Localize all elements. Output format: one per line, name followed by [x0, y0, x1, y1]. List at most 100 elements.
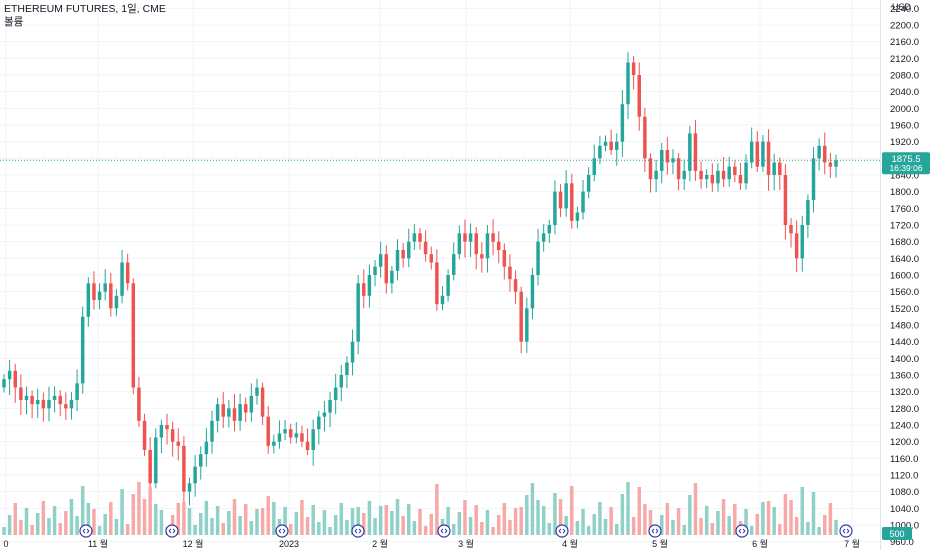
- candle-body: [30, 395, 34, 405]
- volume-bar: [322, 510, 327, 535]
- volume-bar: [30, 525, 34, 535]
- candle-body: [41, 400, 46, 409]
- candle-body: [103, 283, 107, 292]
- volume-bar: [407, 504, 411, 535]
- x-tick-label: 2023: [279, 539, 299, 549]
- volume-bar: [80, 486, 85, 535]
- candle-body: [778, 162, 782, 175]
- candle-body: [221, 404, 225, 417]
- volume-bar: [435, 484, 439, 535]
- event-marker-icon[interactable]: [79, 524, 93, 538]
- y-tick-label: 1400.0: [890, 354, 919, 365]
- volume-bar: [24, 508, 29, 535]
- candle-body: [131, 283, 136, 388]
- volume-bar: [564, 516, 568, 535]
- candle-body: [620, 104, 625, 142]
- volume-bar: [778, 524, 782, 535]
- candle-body: [47, 400, 51, 409]
- volume-bar: [789, 500, 793, 535]
- candle-body: [294, 433, 299, 438]
- volume-bar: [508, 520, 512, 535]
- candle-body: [676, 158, 681, 180]
- candle-body: [716, 170, 720, 184]
- volume-bar: [710, 523, 715, 535]
- y-tick-label: 1920.0: [890, 137, 919, 148]
- y-tick-label: 1680.0: [890, 237, 919, 248]
- volume-bar: [704, 506, 709, 535]
- volume-bar: [480, 522, 484, 535]
- y-tick-label: 1160.0: [890, 454, 918, 465]
- candle-body: [637, 75, 641, 117]
- candle-body: [401, 250, 405, 259]
- candle-body: [238, 404, 242, 421]
- candle-body: [592, 158, 597, 175]
- candle-body: [513, 279, 518, 292]
- volume-bar: [193, 525, 197, 535]
- event-marker-icon[interactable]: [735, 524, 749, 538]
- x-tick-label: 4 월: [562, 538, 578, 549]
- y-tick-label: 1600.0: [890, 271, 919, 282]
- candle-body: [772, 162, 776, 175]
- volume-bar: [52, 506, 57, 535]
- candle-body: [109, 283, 113, 309]
- x-tick-label: 7 월: [844, 538, 860, 549]
- volume-bar: [491, 527, 495, 535]
- event-marker-icon[interactable]: [437, 524, 451, 538]
- event-marker-icon[interactable]: [648, 524, 662, 538]
- volume-bar: [620, 494, 625, 535]
- candle-body: [749, 141, 754, 163]
- candle-body: [755, 141, 760, 167]
- candle-body: [429, 254, 433, 263]
- volume-bar: [283, 507, 287, 535]
- event-glyph-icon: [558, 528, 566, 534]
- volume-indicator-label: 볼륨: [4, 16, 24, 28]
- event-marker-icon[interactable]: [351, 524, 365, 538]
- volume-bar: [356, 507, 360, 535]
- volume-bar: [598, 502, 602, 535]
- candle-body: [13, 370, 17, 388]
- candle-body: [339, 375, 344, 388]
- volume-bar: [272, 502, 276, 535]
- volume-bar: [232, 499, 237, 535]
- candle-body: [823, 145, 827, 163]
- candle-body: [474, 233, 478, 255]
- candle-body: [440, 295, 445, 305]
- y-tick-label: 2200.0: [890, 21, 919, 32]
- event-marker-icon[interactable]: [165, 524, 179, 538]
- y-tick-label: 1720.0: [890, 221, 919, 232]
- candle-body: [204, 441, 209, 455]
- candle-body: [491, 233, 495, 242]
- candle-body: [322, 412, 327, 417]
- event-glyph-icon: [82, 528, 90, 534]
- y-tick-label: 2240.0: [890, 4, 919, 15]
- candle-body: [182, 445, 186, 492]
- volume-bar: [817, 527, 821, 535]
- candle-body: [575, 212, 580, 221]
- event-marker-icon[interactable]: [555, 524, 569, 538]
- volume-bar: [693, 483, 698, 535]
- candle-body: [199, 454, 203, 467]
- event-glyph-icon: [168, 528, 176, 534]
- candle-body: [148, 450, 152, 484]
- volume-bar: [727, 516, 731, 535]
- candle-body: [457, 233, 462, 255]
- volume-bar: [142, 499, 147, 535]
- event-marker-icon[interactable]: [275, 524, 289, 538]
- volume-bar: [345, 520, 349, 535]
- candle-body: [665, 150, 670, 163]
- event-marker-icon[interactable]: [839, 524, 853, 538]
- volume-bar: [159, 510, 164, 535]
- event-glyph-icon: [842, 528, 850, 534]
- event-glyph-icon: [651, 528, 659, 534]
- candle-body: [721, 170, 726, 180]
- y-tick-label: 1560.0: [890, 287, 919, 298]
- candle-body: [710, 175, 715, 184]
- candle-body: [603, 141, 608, 146]
- volume-bar: [120, 489, 124, 535]
- candle-body: [581, 191, 585, 213]
- candle-body: [69, 400, 74, 409]
- y-tick-label: 1960.0: [890, 121, 919, 132]
- volume-bar: [570, 486, 574, 535]
